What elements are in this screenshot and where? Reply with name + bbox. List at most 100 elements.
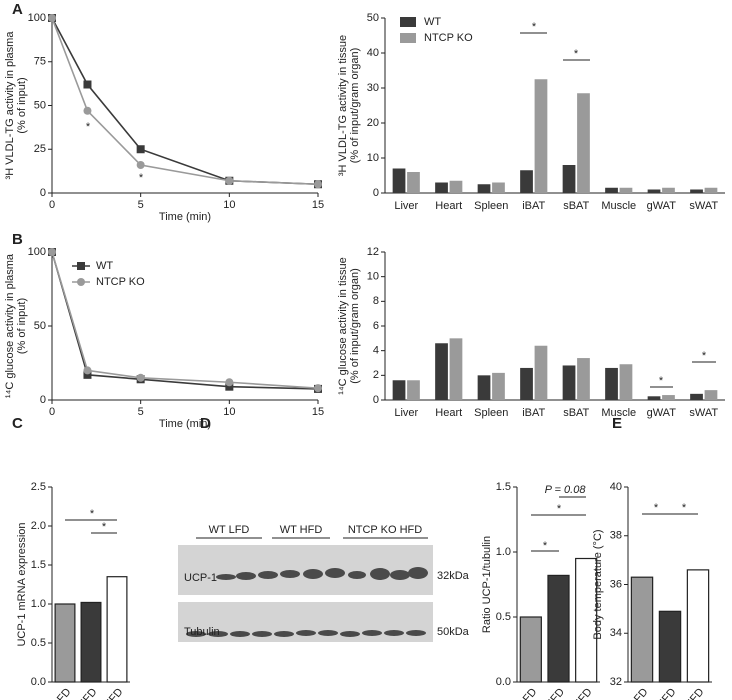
annotation: P = 0.08 [545, 484, 587, 496]
bar [577, 93, 590, 193]
x-tick-label: Heart [435, 407, 462, 419]
bar [54, 603, 76, 683]
bar [605, 367, 618, 400]
y-axis-label: Ratio UCP-1/tubulin [481, 536, 493, 633]
x-tick-label: Spleen [474, 407, 508, 419]
blot-group: WT LFD [209, 524, 250, 536]
bar [704, 187, 718, 193]
y-tick-label: 100 [28, 12, 46, 24]
blot-size: 32kDa [437, 570, 470, 582]
blot-size: 50kDa [437, 626, 470, 638]
bar [80, 601, 102, 683]
x-tick-label: 15 [312, 199, 324, 211]
x-tick-label: sBAT [563, 407, 589, 419]
annotation: * [659, 375, 664, 387]
y-axis-label: (% of input) [16, 77, 28, 133]
marker [48, 14, 56, 22]
bar [492, 182, 505, 193]
marker [83, 370, 92, 379]
annotation: * [139, 172, 144, 184]
bar [534, 79, 548, 193]
bar [547, 574, 570, 683]
y-tick-label: 50 [367, 12, 379, 24]
y-tick-label: 0 [40, 187, 46, 199]
annotation: * [86, 121, 91, 133]
blot-group: NTCP KO HFD [348, 524, 422, 536]
x-tick-label: Heart [435, 200, 462, 212]
x-tick-label: Muscle [601, 407, 636, 419]
x-tick-label: gWAT [647, 407, 677, 419]
marker [83, 80, 92, 89]
bar [534, 345, 548, 400]
blot-row: Tubulin [184, 626, 220, 638]
marker [314, 180, 322, 189]
annotation: * [532, 21, 537, 33]
annotation: * [90, 508, 95, 520]
x-tick-label: Liver [394, 200, 418, 212]
x-axis-label: Time (min) [159, 418, 211, 430]
y-tick-label: 36 [610, 578, 622, 590]
y-tick-label: 2.5 [31, 481, 46, 493]
marker [225, 382, 234, 391]
y-tick-label: 30 [367, 82, 379, 94]
panel-label: E [612, 415, 622, 432]
bar [605, 187, 618, 193]
y-axis-label: ³H VLDL-TG activity in tissue [337, 35, 349, 176]
bar [647, 189, 661, 193]
y-tick-label: 0.5 [496, 611, 511, 623]
annotation: * [557, 503, 562, 515]
y-tick-label: 12 [367, 246, 379, 258]
y-tick-label: 0 [373, 394, 379, 406]
x-tick-label: WT LFD [38, 686, 73, 700]
bar [690, 189, 703, 193]
y-tick-label: 100 [28, 246, 46, 258]
panel-label: D [200, 415, 211, 432]
bar [630, 576, 654, 683]
y-axis-label: Body temperature (°C) [592, 529, 604, 639]
marker [83, 366, 92, 375]
x-tick-label: Spleen [474, 200, 508, 212]
y-axis-label: ¹⁴C glucose activity in tissue [337, 257, 349, 394]
bar [477, 375, 491, 400]
bar [519, 616, 542, 683]
marker [225, 176, 234, 185]
annotation: * [702, 350, 707, 362]
x-tick-label: sWAT [689, 200, 718, 212]
y-tick-label: 40 [610, 481, 622, 493]
series-line [51, 17, 319, 186]
x-tick-label: 0 [49, 199, 55, 211]
blot-membrane [178, 545, 433, 595]
x-tick-label: iBAT [522, 200, 545, 212]
bar [520, 367, 533, 400]
y-tick-label: 10 [367, 271, 379, 283]
annotation: * [102, 521, 107, 533]
marker [83, 106, 92, 115]
x-tick-label: 0 [49, 406, 55, 418]
annotation: * [682, 502, 687, 514]
y-tick-label: 32 [610, 676, 622, 688]
bar [449, 180, 463, 193]
x-tick-label: 5 [138, 406, 144, 418]
legend-label: NTCP KO [424, 32, 473, 44]
y-tick-label: 4 [373, 345, 379, 357]
x-tick-label: WT LFD [615, 686, 650, 700]
annotation: * [654, 502, 659, 514]
annotation: * [543, 540, 548, 552]
series-line [51, 17, 319, 186]
y-tick-label: 10 [367, 152, 379, 164]
bar [435, 182, 448, 193]
y-axis-label: ¹⁴C glucose activity in plasma [4, 253, 16, 398]
x-axis-label: Time (min) [159, 211, 211, 223]
marker [48, 248, 56, 256]
y-tick-label: 2.0 [31, 520, 46, 532]
bar [492, 372, 505, 400]
panel-label: C [12, 415, 23, 432]
y-tick-label: 25 [34, 143, 46, 155]
bar [690, 393, 703, 400]
legend-label: WT [96, 260, 113, 272]
y-axis-label: UCP-1 mRNA expression [16, 522, 28, 646]
y-tick-label: 75 [34, 56, 46, 68]
marker [136, 145, 145, 154]
y-tick-label: 34 [610, 627, 622, 639]
